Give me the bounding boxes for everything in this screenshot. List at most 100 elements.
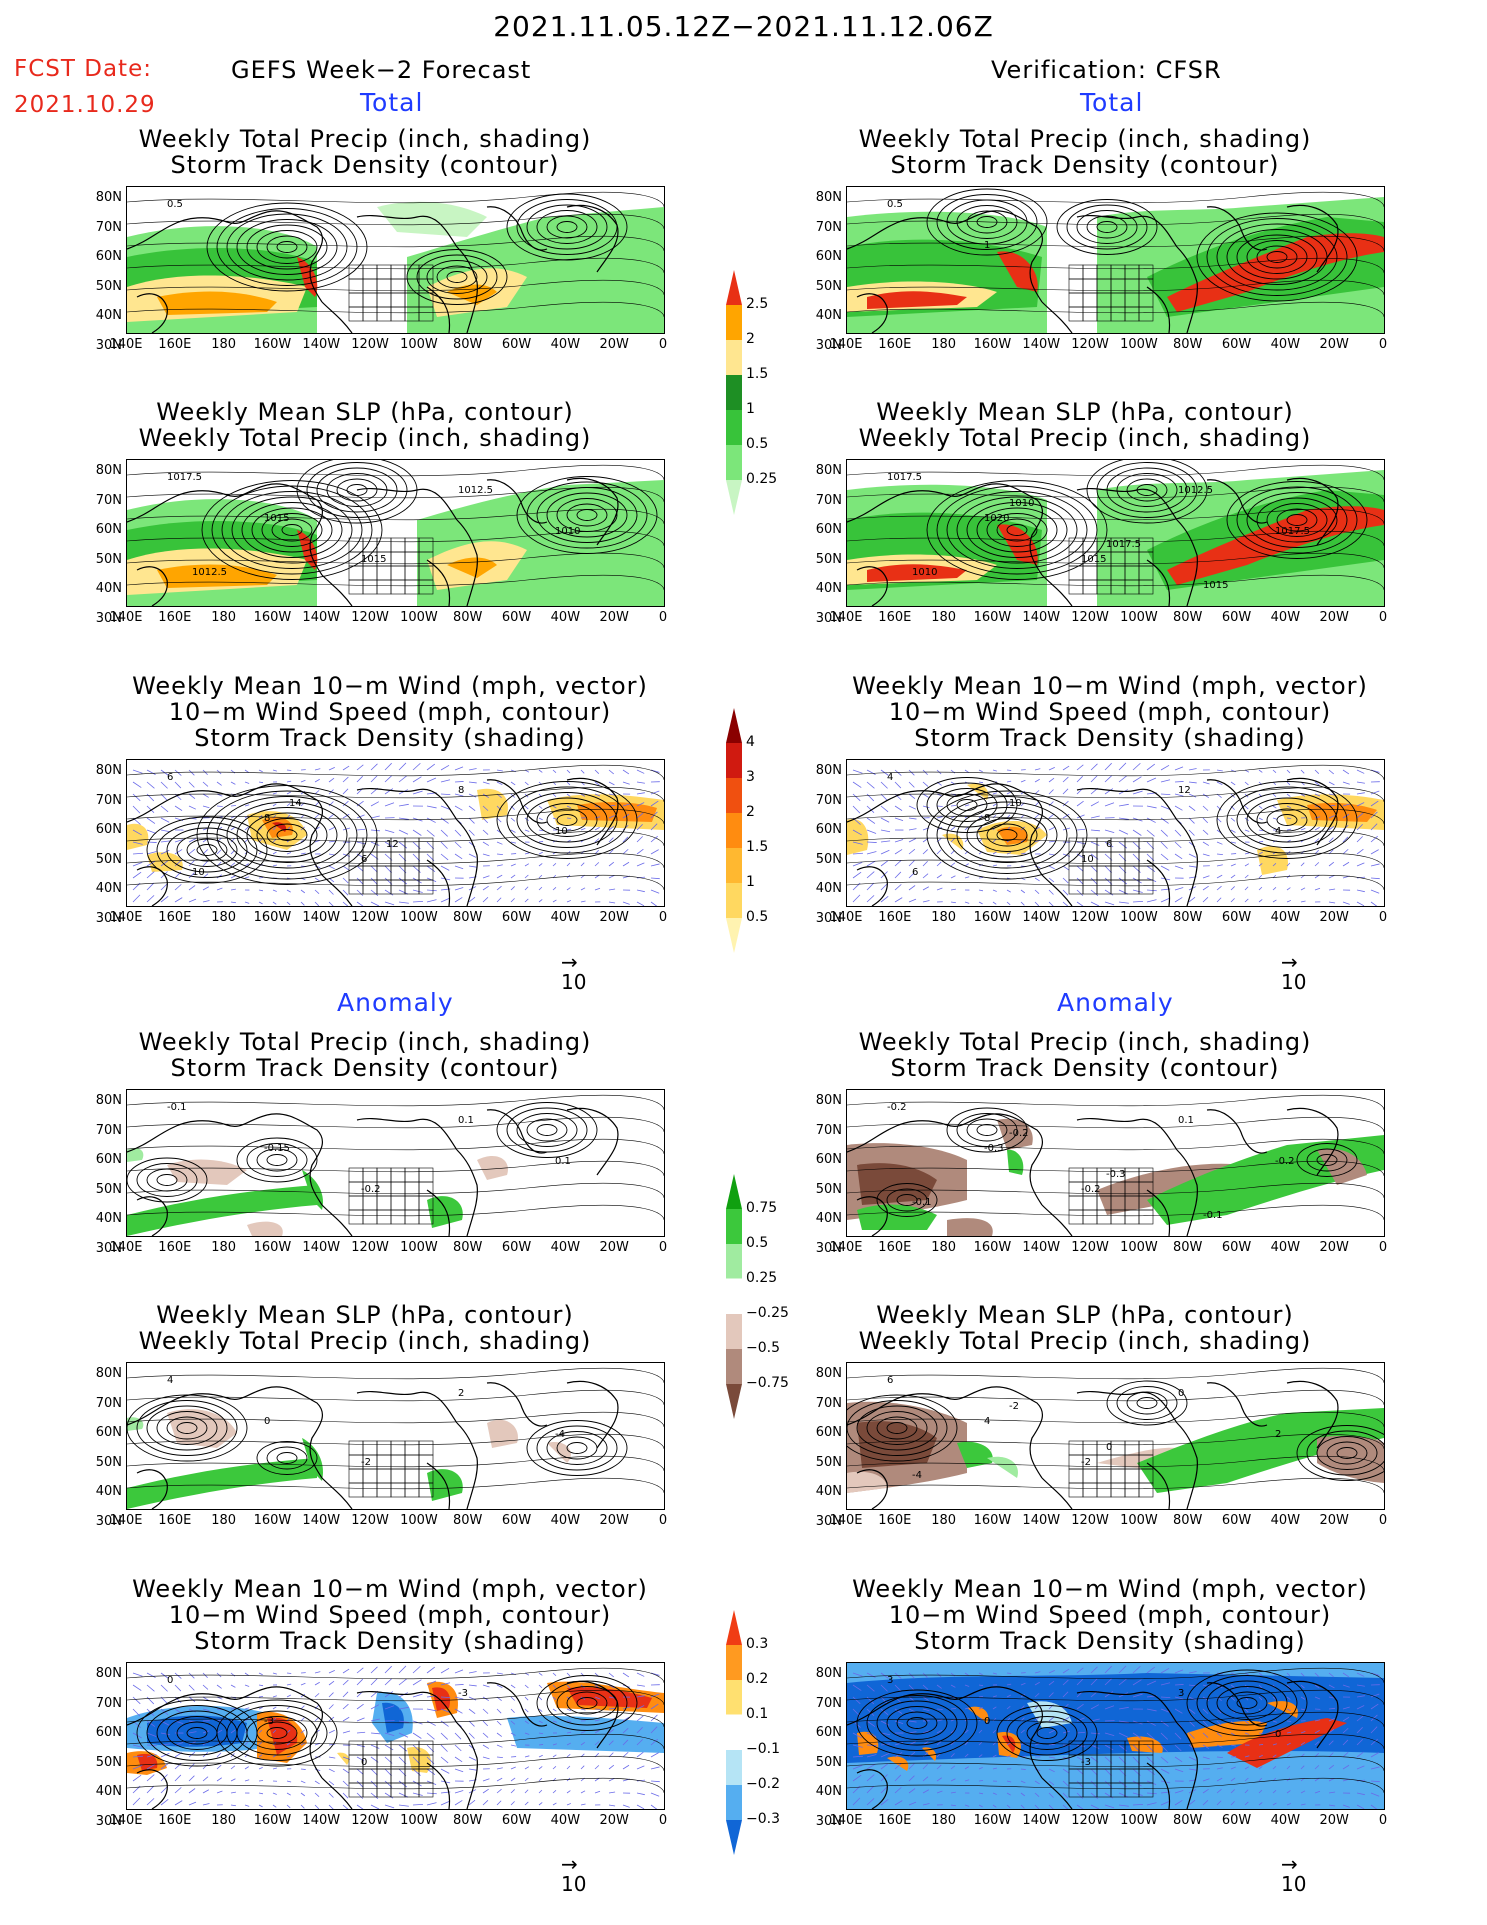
longitude-label: 60W (501, 337, 532, 352)
contour-label: 10 (192, 867, 205, 878)
shading (127, 1148, 508, 1236)
longitude-label: 140E (829, 337, 863, 352)
longitude-label: 160W (253, 1513, 292, 1528)
contour-label: 2 (1275, 1429, 1281, 1440)
contour-label: 0 (361, 1757, 367, 1768)
latitude-label: 60N (815, 1425, 842, 1440)
colorbar-segment (725, 1278, 743, 1315)
colorbar-segment (726, 1384, 742, 1419)
longitude-label: 80W (1173, 610, 1203, 625)
contour-label: 0 (984, 1716, 990, 1727)
longitude-label: 20W (1319, 910, 1349, 925)
title-fcst-wind: Weekly Mean 10−m Wind (mph, vector) 10−m … (132, 672, 648, 752)
longitude-label: 140E (829, 1813, 863, 1828)
shading-region (477, 1155, 508, 1180)
latitude-label: 70N (95, 492, 122, 508)
longitude-label: 180 (931, 610, 957, 625)
latitude-label: 80N (815, 463, 842, 478)
colorbar-label: 0.25 (746, 471, 778, 487)
longitude-label: 20W (1319, 1813, 1349, 1828)
latitude-label: 70N (95, 1395, 122, 1411)
latitude-label: 60N (95, 1725, 122, 1740)
shading (127, 1681, 664, 1775)
wind-vectors (132, 762, 660, 906)
shading-region (127, 1458, 317, 1509)
contour-label: 0.1 (458, 1115, 474, 1126)
longitude-label: 160E (158, 1513, 192, 1528)
contour-label: 6 (912, 867, 918, 878)
longitude-label: 140E (829, 610, 863, 625)
latitude-label: 50N (95, 1454, 122, 1470)
colorbar-label: −0.25 (746, 1305, 789, 1321)
shading-region (167, 1409, 237, 1448)
latitude-label: 60N (815, 1152, 842, 1167)
contour-label: 14 (289, 798, 302, 809)
contour-label: -3 (1081, 1757, 1091, 1768)
map-verif-total-precip: 0.5 1 (846, 186, 1385, 334)
longitude-label: 100W (400, 910, 438, 925)
contours (847, 1367, 1384, 1494)
contour-label: 1020 (984, 513, 1009, 524)
contour-label: -2 (361, 1457, 371, 1468)
latitude-label: 80N (95, 190, 122, 205)
longitude-label: 80W (453, 1813, 483, 1828)
coastlines (127, 1680, 619, 1809)
contour-label: -0.2 (1009, 1128, 1029, 1139)
longitude-label: 20W (599, 610, 629, 625)
longitude-label: 20W (1319, 610, 1349, 625)
reference-vector-verif-total: → 10 (1281, 950, 1307, 994)
longitude-label: 140W (1022, 337, 1061, 352)
colorbar-segment (726, 340, 742, 375)
contours (847, 764, 1384, 891)
contour-labels: 6 4 -2 0 2 -4 -2 0 (887, 1375, 1281, 1481)
shading-region (487, 1419, 518, 1448)
latitude-label: 60N (815, 822, 842, 837)
contour-label: 0 (167, 1675, 173, 1686)
longitude-label: 120W (1071, 1240, 1109, 1255)
map-canvas: 0.51 (847, 188, 1384, 333)
shading (847, 1663, 1384, 1809)
colorbar-segment (726, 410, 742, 445)
longitude-label: 40W (1270, 1240, 1301, 1255)
colorbar-label: 1.5 (746, 366, 769, 382)
latitude-label: 30N (95, 1513, 122, 1529)
longitude-label: 120W (351, 1813, 389, 1828)
longitude-label: 120W (351, 610, 389, 625)
shading-region (997, 251, 1038, 292)
map-fcst-total-precip: 0.5 (126, 186, 665, 334)
shading-region (427, 1196, 463, 1228)
contour-label: 8 (264, 813, 270, 824)
contour-labels: 0 -3 0 -3 (167, 1675, 468, 1768)
shading-region (127, 1185, 317, 1236)
contour-label: -0.2 (361, 1184, 381, 1195)
longitude-label: 160W (253, 1240, 292, 1255)
shading (847, 1401, 1384, 1493)
longitude-label: 0 (1378, 1513, 1388, 1528)
longitude-label: 60W (501, 910, 532, 925)
longitude-label: 140W (302, 910, 341, 925)
shading-region (127, 823, 149, 850)
contour-label: -0.3 (984, 1143, 1004, 1154)
title-verif-anom-slp: Weekly Mean SLP (hPa, contour) Weekly Tot… (858, 1301, 1312, 1355)
title-verif-anom-precip: Weekly Total Precip (inch, shading) Storm… (858, 1028, 1312, 1082)
latitude-label: 50N (815, 1454, 842, 1470)
title-fcst-precip: Weekly Total Precip (inch, shading) Storm… (138, 125, 592, 179)
shading-region (337, 1752, 349, 1765)
colorbar-label: 0.75 (746, 1200, 778, 1216)
longitude-label: 80W (1173, 1513, 1203, 1528)
contour-label: -0.2 (887, 1102, 907, 1113)
longitude-label: 20W (599, 337, 629, 352)
longitude-label: 180 (211, 910, 237, 925)
contour-label: 6 (1106, 839, 1112, 850)
contour-label: 10 (555, 826, 568, 837)
colorbar-svg (725, 1610, 743, 1855)
colorbar-segment (725, 1714, 743, 1751)
shading-region (867, 564, 967, 582)
map-canvas: -0.2 -0.3 -0.2 0.1 -0.2 -0.1 -0.2 -0.3 -0.1 (847, 1094, 1384, 1236)
shading-region (1317, 1435, 1384, 1483)
colorbar-label: −0.2 (746, 1776, 780, 1792)
shading-region (987, 1456, 1018, 1478)
longitude-label: 140E (109, 337, 143, 352)
longitude-label: 100W (1120, 1240, 1158, 1255)
latitude-label: 40N (815, 881, 842, 896)
